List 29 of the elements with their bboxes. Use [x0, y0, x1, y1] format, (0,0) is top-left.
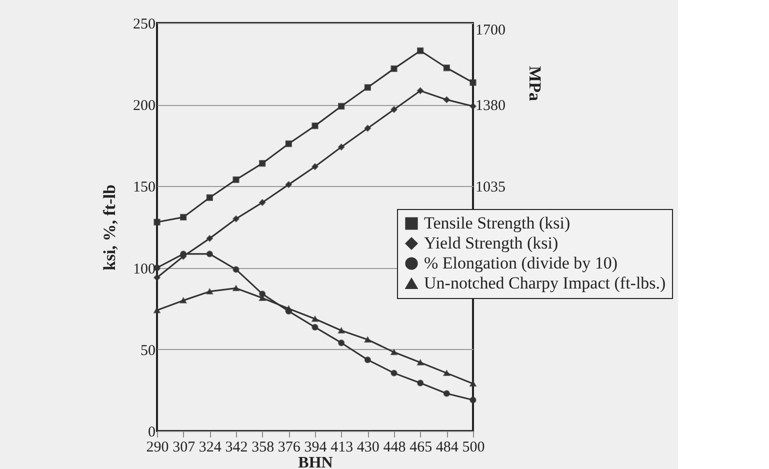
x-tick-label: 376 — [278, 440, 301, 456]
x-tick-label: 394 — [304, 440, 328, 456]
x-tick-label: 430 — [356, 440, 380, 456]
legend-label: Yield Strength (ksi) — [424, 234, 558, 252]
y-tick-label: 150 — [133, 180, 156, 196]
x-tick-label: 342 — [225, 440, 248, 456]
y2-tick-label: 1380 — [476, 98, 506, 114]
y-tick-label: 100 — [133, 261, 156, 278]
x-tick-label: 500 — [462, 440, 485, 456]
x-tick-label: 307 — [172, 440, 196, 456]
x-tick-label: 324 — [198, 440, 222, 456]
legend-label: Tensile Strength (ksi) — [424, 214, 570, 232]
y-tick-label: 200 — [133, 98, 156, 114]
y2-axis-title: MPa — [526, 66, 544, 102]
x-tick-label: 448 — [383, 440, 406, 456]
x-tick-label: 465 — [410, 440, 432, 456]
x-axis-title: BHN — [298, 454, 334, 469]
x-tick-label: 484 — [436, 440, 459, 456]
x-tick-label: 358 — [252, 440, 274, 456]
x-tick-label: 413 — [330, 440, 354, 456]
x-tick-label: 290 — [146, 440, 169, 456]
y-tick-label: 250 — [133, 16, 156, 32]
y2-tick-label: 1035 — [476, 180, 506, 196]
y2-tick-label: 1700 — [476, 22, 506, 38]
legend-label: % Elongation (divide by 10) — [424, 254, 618, 272]
y-tick-label: 0 — [148, 424, 156, 440]
y-tick-label: 50 — [140, 342, 156, 359]
legend-label: Un-notched Charpy Impact (ft-lbs.) — [424, 274, 666, 292]
y-axis-title: ksi, %, ft-lb — [100, 184, 119, 270]
